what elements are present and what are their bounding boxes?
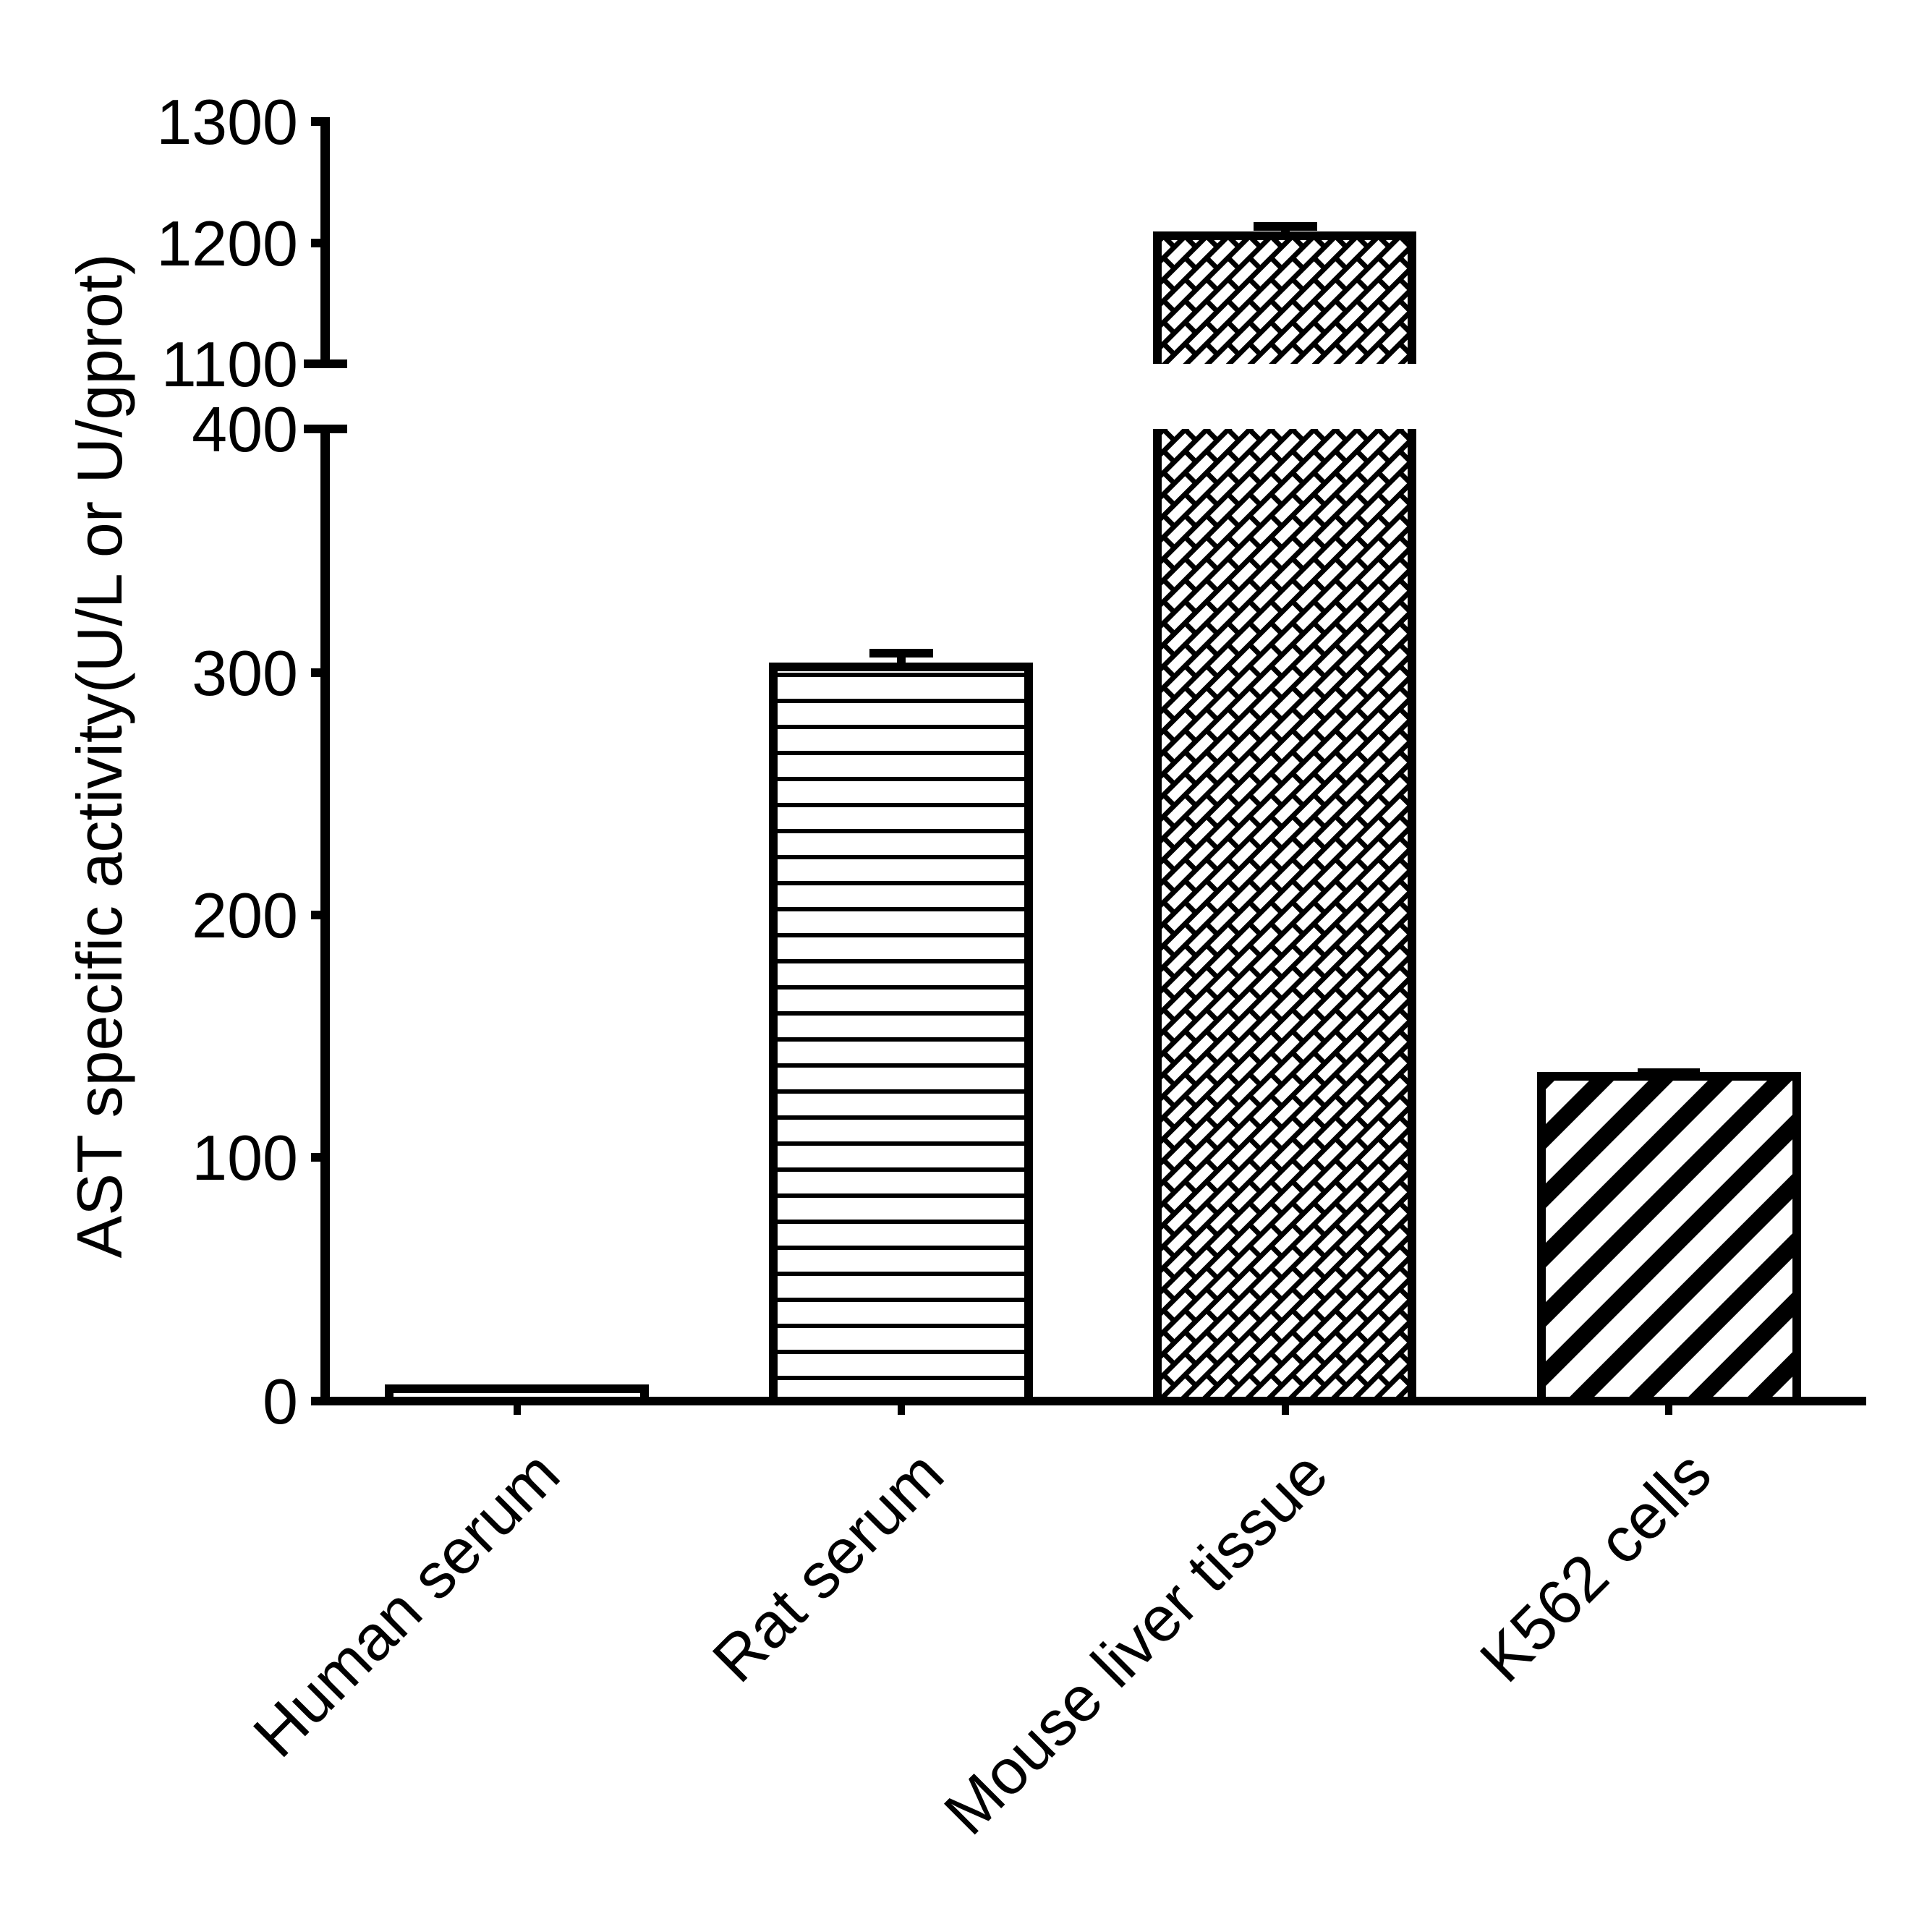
x-label-mouse-liver-tissue: Mouse liver tissue [930,1437,1341,1848]
error-bar-cap [1254,222,1317,231]
y-tick-label-100: 100 [192,1122,298,1193]
bar-rat-serum[interactable] [769,649,1033,1405]
bar-mouse-liver-tissue[interactable] [1153,222,1416,1401]
y-tick-label-200: 200 [192,880,298,951]
error-bar-cap [1638,1068,1700,1076]
y-tick-label-1300: 1300 [156,86,298,158]
y-tick-label-0: 0 [263,1366,298,1437]
x-label-human-serum: Human serum [239,1437,573,1771]
y-tick-label-400: 400 [192,393,298,465]
x-label-rat-serum: Rat serum [699,1437,957,1695]
y-axis-title: AST specific activity(U/L or U/gprot) [64,254,135,1259]
y-axis-upper: 1300 1200 1100 [156,86,347,400]
x-axis [311,1397,1866,1415]
y-axis-lower: 400 300 200 100 0 [192,393,347,1437]
error-bar-cap [869,649,933,658]
y-tick-label-300: 300 [192,637,298,709]
bar-k562-cells[interactable] [1537,1068,1801,1405]
y-tick-label-1100: 1100 [161,328,298,400]
x-label-k562-cells: K562 cells [1466,1437,1724,1695]
y-tick-label-1200: 1200 [156,208,298,279]
